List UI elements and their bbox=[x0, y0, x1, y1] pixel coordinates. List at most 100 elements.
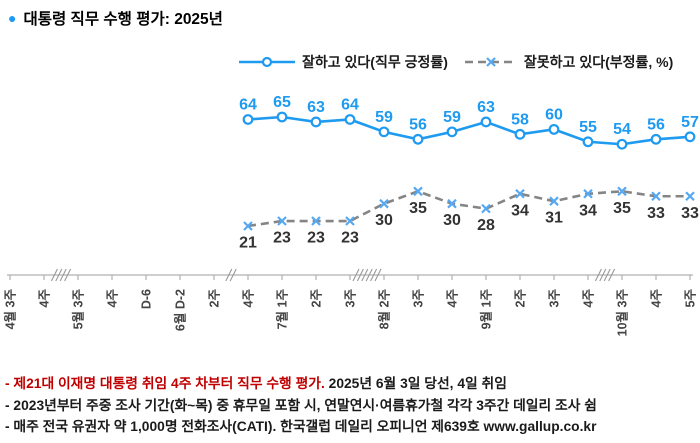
value-label: 55 bbox=[579, 119, 597, 136]
data-point-marker bbox=[480, 116, 492, 128]
axis-break-mark bbox=[594, 268, 616, 282]
approval-trend-chart: 4월 3주 4주 5월 3주 4주 D-6 6월 D-2 2주 4주 7월 1주 2주 3주 8월 2… bbox=[3, 94, 700, 337]
value-label: 35 bbox=[613, 200, 631, 217]
value-label: 59 bbox=[375, 109, 393, 126]
x-tick-label: 10월 3주 bbox=[615, 289, 630, 337]
x-tick-label: 2주 bbox=[208, 289, 222, 308]
value-label: 63 bbox=[477, 99, 495, 116]
data-point-marker bbox=[311, 216, 321, 226]
page-title-text: 대통령 직무 수행 평가: 2025년 bbox=[23, 11, 223, 28]
x-tick-label: 4월 3주 bbox=[3, 289, 18, 330]
data-point-marker bbox=[412, 133, 424, 145]
axis-break-mark bbox=[225, 268, 237, 282]
positive-series: 64 65 63 64 59 56 59 63 58 60 55 54 56 57 bbox=[239, 94, 699, 150]
data-point-marker bbox=[650, 133, 662, 145]
page-title: ● 대통령 직무 수행 평가: 2025년 bbox=[8, 7, 223, 29]
value-label: 30 bbox=[443, 212, 461, 229]
x-tick-label: 7월 1주 bbox=[275, 289, 290, 330]
value-label: 23 bbox=[341, 230, 359, 247]
value-label: 56 bbox=[409, 116, 427, 133]
data-point-marker bbox=[242, 114, 254, 125]
data-point-marker bbox=[515, 189, 525, 199]
value-label: 59 bbox=[443, 109, 461, 126]
negative-series: 21 23 23 23 30 35 30 28 34 31 34 35 33 33 bbox=[239, 186, 699, 251]
data-point-marker bbox=[549, 196, 559, 206]
data-point-marker bbox=[243, 221, 253, 231]
x-tick-label: 9월 1주 bbox=[479, 289, 494, 330]
value-label: 23 bbox=[273, 230, 291, 247]
value-label: 64 bbox=[239, 96, 257, 113]
legend-label-positive: 잘하고 있다(직무 긍정률) bbox=[302, 54, 448, 70]
value-label: 31 bbox=[545, 210, 563, 227]
x-tick-label: 6월 D-2 bbox=[173, 289, 188, 331]
negative-line-swatch-icon bbox=[464, 57, 517, 67]
value-label: 54 bbox=[613, 121, 631, 138]
x-tick-label: 4주 bbox=[38, 289, 52, 308]
data-point-marker bbox=[582, 136, 594, 148]
x-tick-label: 3주 bbox=[344, 289, 358, 308]
x-tick-label: 4주 bbox=[446, 289, 460, 308]
data-point-marker bbox=[685, 191, 695, 202]
data-point-marker bbox=[413, 186, 423, 197]
x-tick-label: 3주 bbox=[548, 289, 562, 308]
value-label: 21 bbox=[239, 234, 257, 251]
value-label: 65 bbox=[273, 94, 291, 111]
value-label: 57 bbox=[681, 114, 699, 131]
value-label: 58 bbox=[511, 111, 529, 128]
x-tick-label: 5주 bbox=[684, 289, 698, 308]
footnote-line-1-red: - 제21대 이재명 대통령 취임 4주 차부터 직무 수행 평가. bbox=[5, 376, 325, 391]
value-label: 30 bbox=[375, 212, 393, 229]
x-tick-label: 2주 bbox=[514, 289, 528, 308]
x-tick-label: 4주 bbox=[106, 289, 120, 308]
data-point-marker bbox=[310, 116, 322, 128]
data-point-marker bbox=[379, 198, 389, 209]
chart-legend: 잘하고 있다(직무 긍정률) 잘못하고 있다(부정률, %) bbox=[238, 52, 673, 72]
x-tick-label: 2주 bbox=[310, 289, 324, 308]
value-label: 60 bbox=[545, 106, 563, 123]
x-tick-label: D-6 bbox=[140, 289, 154, 309]
data-point-marker bbox=[514, 128, 526, 140]
footnote-line-2: - 2023년부터 주중 조사 기간(화~목) 중 휴무일 포함 시, 연말연시… bbox=[5, 397, 597, 413]
footnote-line-3: - 매주 전국 유권자 약 1,000명 전화조사(CATI). 한국갤럽 데일… bbox=[5, 419, 597, 434]
x-tick-label: 4주 bbox=[650, 289, 664, 308]
value-label: 34 bbox=[511, 202, 529, 219]
data-point-marker bbox=[651, 191, 661, 202]
data-point-marker bbox=[548, 123, 560, 135]
data-point-marker bbox=[447, 198, 457, 209]
data-point-marker bbox=[616, 138, 628, 150]
footnotes: - 제21대 이재명 대통령 취임 4주 차부터 직무 수행 평가. 2025년… bbox=[5, 373, 697, 438]
axis-break-mark bbox=[50, 268, 72, 282]
value-label: 28 bbox=[477, 217, 495, 234]
data-point-marker bbox=[583, 189, 593, 199]
footnote-line-1-black: 2025년 6월 3일 당선, 4일 취임 bbox=[324, 376, 507, 391]
data-point-marker bbox=[446, 126, 458, 138]
data-point-marker bbox=[617, 186, 627, 197]
value-label: 33 bbox=[647, 205, 665, 222]
value-label: 34 bbox=[579, 202, 597, 219]
x-tick-label: 3주 bbox=[412, 289, 426, 308]
positive-line-swatch-icon bbox=[239, 56, 295, 68]
legend-label-negative: 잘못하고 있다(부정률, %) bbox=[523, 54, 674, 70]
title-bullet-icon: ● bbox=[8, 10, 17, 26]
negative-series-line bbox=[247, 189, 690, 228]
axis-break-mark bbox=[352, 268, 382, 282]
x-tick-label: 4주 bbox=[242, 289, 256, 308]
value-label: 35 bbox=[409, 200, 427, 217]
footnote-line-1: - 제21대 이재명 대통령 취임 4주 차부터 직무 수행 평가. 2025년… bbox=[5, 373, 697, 395]
value-label: 63 bbox=[307, 99, 325, 116]
data-point-marker bbox=[345, 216, 355, 226]
data-point-marker bbox=[481, 203, 491, 214]
legend-item-positive: 잘하고 있다(직무 긍정률) bbox=[238, 52, 448, 72]
data-point-marker bbox=[378, 126, 390, 138]
chart-area: 4월 3주 4주 5월 3주 4주 D-6 6월 D-2 2주 4주 7월 1주 2주 3주 8월 2… bbox=[3, 94, 700, 337]
x-axis: 4월 3주 4주 5월 3주 4주 D-6 6월 D-2 2주 4주 7월 1주 2주 3주 8월 2… bbox=[3, 268, 698, 337]
x-tick-label: 4주 bbox=[582, 289, 596, 308]
data-point-marker bbox=[684, 131, 696, 143]
x-tick-label: 8월 2주 bbox=[377, 289, 392, 330]
value-label: 33 bbox=[681, 205, 699, 222]
data-point-marker bbox=[276, 111, 288, 123]
data-point-marker bbox=[277, 216, 287, 226]
value-label: 64 bbox=[341, 96, 359, 113]
positive-series-line bbox=[247, 115, 691, 146]
